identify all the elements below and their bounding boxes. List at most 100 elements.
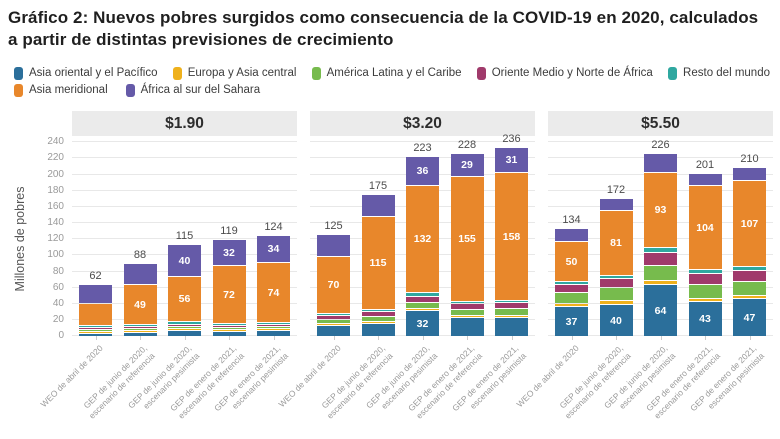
x-tick-mark — [571, 336, 573, 341]
panel-header: $5.50 — [548, 111, 773, 137]
legend-color-swatch-africa_sur_sahara — [125, 84, 135, 98]
bar-segment-africa_sur_sahara — [361, 195, 395, 217]
segment-value-label: 64 — [654, 304, 667, 317]
bar-total-label: 226 — [651, 139, 670, 152]
stacked-bar — [79, 285, 112, 337]
legend-row-1: Asia oriental y el Pacífico Europa y Asia… — [14, 65, 770, 82]
bar-segment-asia_meridional: 158 — [495, 173, 528, 301]
bar-segment-oriente_medio_norte_africa — [257, 325, 290, 327]
gridline — [72, 222, 297, 224]
bar-segment-africa_sur_sahara — [555, 229, 588, 242]
bar-total-label: 62 — [89, 270, 102, 283]
bar-segment-oriente_medio_norte_africa — [79, 328, 112, 330]
poverty-line-panel-3: $5.50 134 50 37 172 81 40 226 93 64 201 104 43 210 107… — [514, 111, 773, 435]
bar-segment-america_latina_caribe — [406, 303, 439, 309]
segment-value-label: 29 — [461, 159, 473, 172]
legend-label: América Latina y el Caribe — [326, 67, 462, 80]
bar-segment-asia_meridional: 56 — [168, 277, 201, 322]
x-tick-mark — [95, 336, 97, 341]
legend-color-swatch-resto_mundo — [668, 67, 678, 81]
bar-segment-asia_oriental_pacifico — [123, 333, 157, 337]
y-tick-label-160: 160 — [47, 200, 64, 212]
chart-area: Millones de pobres 0 20 40 60 80 100 120 140 160… — [0, 111, 780, 435]
bar-segment-america_latina_caribe — [257, 327, 290, 329]
bar-segment-america_latina_caribe — [555, 293, 588, 304]
x-tick-mark — [467, 336, 468, 341]
bar-segment-resto_mundo — [495, 301, 528, 303]
bar-total-label: 119 — [220, 225, 238, 238]
legend: Asia oriental y el Pacífico Europa y Asia… — [0, 65, 780, 99]
bar-segment-africa_sur_sahara: 34 — [257, 236, 290, 263]
bar-total-label: 124 — [264, 221, 283, 234]
bar-segment-europa_asia_central — [317, 324, 350, 326]
bar-slot-5: 124 34 74 — [257, 221, 290, 337]
bar-total-label: 201 — [695, 159, 715, 172]
bar-slot-1: 62 — [79, 270, 112, 337]
bar-segment-america_latina_caribe — [168, 327, 201, 329]
legend-item-asia_meridional: Asia meridional — [14, 82, 108, 99]
bar-slot-3: 115 40 56 — [168, 230, 201, 337]
bar-segment-america_latina_caribe — [450, 310, 484, 316]
bar-slot-3: 226 93 64 — [644, 139, 677, 337]
segment-value-label: 104 — [696, 221, 714, 234]
segment-value-label: 43 — [699, 313, 711, 326]
bar-segment-oriente_medio_norte_africa — [168, 325, 201, 327]
bar-segment-america_latina_caribe — [79, 330, 112, 332]
bar-segment-oriente_medio_norte_africa — [495, 303, 528, 309]
legend-color-swatch-asia_oriental_pacifico — [14, 67, 23, 81]
bar-segment-asia_oriental_pacifico — [212, 332, 246, 337]
bar-slot-1: 125 70 — [317, 220, 350, 337]
bar-total-label: 172 — [606, 184, 626, 197]
segment-value-label: 72 — [223, 288, 235, 301]
bars-group: 125 70 175 115 223 36 132 32 228 29 155 236 31 158 — [310, 133, 535, 337]
stacked-bar: 32 72 — [212, 240, 246, 337]
bar-segment-asia_oriental_pacifico: 40 — [599, 305, 633, 337]
bar-segment-africa_sur_sahara: 36 — [406, 157, 439, 186]
bar-segment-africa_sur_sahara — [688, 174, 722, 186]
legend-row-2: Asia meridional África al sur del Sahara — [14, 82, 770, 99]
bar-segment-oriente_medio_norte_africa — [555, 285, 588, 293]
bar-segment-asia_meridional: 50 — [555, 242, 588, 282]
legend-item-america_latina_caribe: América Latina y el Caribe — [311, 65, 462, 82]
poverty-line-panel-2: $3.20 125 70 175 115 223 36 132 32 228 29 155 236 31 1… — [276, 111, 535, 435]
legend-color-swatch-oriente_medio_norte_africa — [476, 67, 486, 81]
x-tick-mark — [511, 336, 513, 341]
bar-segment-africa_sur_sahara: 32 — [212, 240, 246, 266]
stacked-bar: 36 132 32 — [406, 157, 439, 337]
bar-segment-oriente_medio_norte_africa — [317, 316, 350, 320]
bar-segment-africa_sur_sahara — [123, 264, 157, 285]
bar-segment-resto_mundo — [688, 270, 722, 274]
x-tick-mark — [229, 336, 230, 341]
bar-segment-america_latina_caribe — [123, 329, 157, 331]
bar-total-label: 228 — [457, 139, 477, 152]
y-tick-label-220: 220 — [47, 152, 64, 164]
y-tick-label-20: 20 — [52, 314, 64, 326]
bar-segment-oriente_medio_norte_africa — [450, 304, 484, 310]
legend-label: Europa y Asia central — [187, 67, 297, 80]
y-tick-label-140: 140 — [47, 217, 64, 229]
bar-segment-america_latina_caribe — [212, 328, 246, 330]
bar-segment-asia_meridional: 74 — [257, 263, 290, 323]
stacked-bar: 70 — [317, 235, 350, 337]
y-tick-label-0: 0 — [58, 330, 64, 342]
bar-segment-resto_mundo — [644, 248, 677, 253]
stacked-bar: 31 158 — [495, 148, 528, 337]
legend-label: Resto del mundo — [683, 67, 770, 80]
bar-segment-africa_sur_sahara: 29 — [450, 154, 484, 177]
legend-color-swatch-america_latina_caribe — [311, 67, 321, 81]
gridline — [72, 189, 297, 191]
bar-segment-africa_sur_sahara — [733, 168, 766, 181]
bar-slot-4: 119 32 72 — [212, 225, 246, 337]
bar-segment-asia_meridional — [79, 304, 112, 326]
bar-segment-asia_meridional: 70 — [317, 257, 350, 314]
stacked-bar: 50 37 — [555, 229, 588, 337]
bar-segment-oriente_medio_norte_africa — [212, 326, 246, 328]
x-tick-mark — [140, 336, 141, 341]
bar-segment-asia_meridional: 104 — [688, 186, 722, 270]
bar-segment-resto_mundo — [733, 267, 766, 271]
bar-segment-europa_asia_central — [406, 309, 439, 311]
segment-value-label: 32 — [416, 317, 429, 330]
stacked-bar: 34 74 — [257, 236, 290, 337]
bar-segment-oriente_medio_norte_africa — [644, 253, 677, 266]
